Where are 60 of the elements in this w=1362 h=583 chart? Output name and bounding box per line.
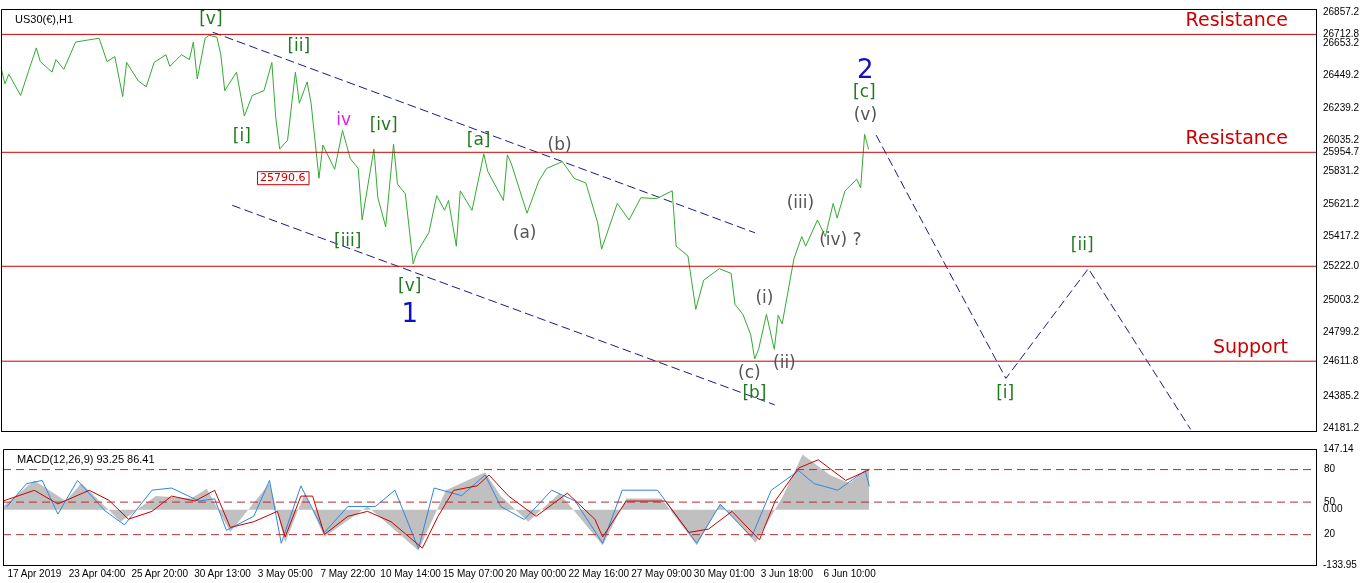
annotation: [i] xyxy=(232,124,251,145)
annotation: [c] xyxy=(853,81,876,102)
x-tick-label: 6 Jun 10:00 xyxy=(823,567,877,579)
y-tick-label: 26449.2 xyxy=(1323,69,1360,81)
annotation: iv xyxy=(336,109,352,130)
y-tick-label: 25621.2 xyxy=(1323,197,1360,209)
annotation: (iii) xyxy=(786,191,815,212)
y2-tick-label: 80 xyxy=(1324,463,1336,475)
annotation: (c) xyxy=(738,362,761,383)
y-tick-label: 24611.8 xyxy=(1323,354,1359,366)
annotation: 25790.6 xyxy=(260,171,306,185)
y-tick-label: 25417.2 xyxy=(1323,229,1360,241)
annotation: 2 xyxy=(857,53,874,84)
chart-title: US30(€),H1 xyxy=(15,12,74,25)
annotation: [v] xyxy=(199,8,223,29)
x-tick-label: 27 May 09:00 xyxy=(631,567,693,579)
ref-line-label: Support xyxy=(1212,334,1288,357)
x-tick-label: 22 May 16:00 xyxy=(568,567,630,579)
annotation: [v] xyxy=(398,274,422,295)
y-tick-label: 25222.0 xyxy=(1323,260,1360,272)
y-tick-label: 24181.2 xyxy=(1323,421,1360,433)
annotation: (a) xyxy=(512,222,537,243)
y-tick-label: 26035.2 xyxy=(1323,133,1360,145)
y-tick-label: 147.14 xyxy=(1323,442,1355,454)
ref-line-label: Resistance xyxy=(1185,7,1288,30)
y-tick-label: 25003.2 xyxy=(1323,294,1360,306)
annotation: [i] xyxy=(996,381,1015,402)
x-tick-label: 10 May 14:00 xyxy=(380,567,442,579)
annotation: [b] xyxy=(742,381,767,402)
y-tick-label: 25954.7 xyxy=(1323,146,1360,158)
x-tick-label: 3 Jun 18:00 xyxy=(760,567,814,579)
y-tick-label: 25831.2 xyxy=(1323,165,1360,177)
y2-tick-label: 20 xyxy=(1324,528,1336,540)
annotation: [iv] xyxy=(369,114,398,135)
y-tick-label: 26653.2 xyxy=(1323,37,1360,49)
annotation: [ii] xyxy=(287,35,311,56)
x-tick-label: 20 May 00:00 xyxy=(505,567,567,579)
x-tick-label: 30 May 01:00 xyxy=(693,567,755,579)
annotation: (i) xyxy=(755,287,774,308)
annotation: 1 xyxy=(401,298,418,329)
y-tick-label: 26239.2 xyxy=(1323,101,1360,113)
y-tick-label: -133.95 xyxy=(1323,558,1358,570)
annotation: [a] xyxy=(466,128,491,149)
x-tick-label: 17 Apr 2019 xyxy=(7,567,62,579)
annotation: (v) xyxy=(853,104,878,125)
x-tick-label: 3 May 05:00 xyxy=(257,567,314,579)
y-tick-label: 26712.8 xyxy=(1323,28,1360,40)
annotation: (b) xyxy=(547,133,572,154)
x-tick-label: 30 Apr 13:00 xyxy=(194,567,252,579)
y-tick-label: 26857.2 xyxy=(1323,5,1360,17)
annotation: [ii] xyxy=(1070,233,1094,254)
x-tick-label: 15 May 07:00 xyxy=(443,567,505,579)
x-tick-label: 23 Apr 04:00 xyxy=(68,567,126,579)
ref-line-label: Resistance xyxy=(1185,125,1288,148)
annotation: (iv) ? xyxy=(819,228,862,249)
y-tick-label: 24799.2 xyxy=(1323,325,1360,337)
x-tick-label: 25 Apr 20:00 xyxy=(131,567,189,579)
y-tick-label: 24385.2 xyxy=(1323,390,1360,402)
x-tick-label: 7 May 22:00 xyxy=(320,567,376,579)
annotation: [iii] xyxy=(334,229,362,250)
